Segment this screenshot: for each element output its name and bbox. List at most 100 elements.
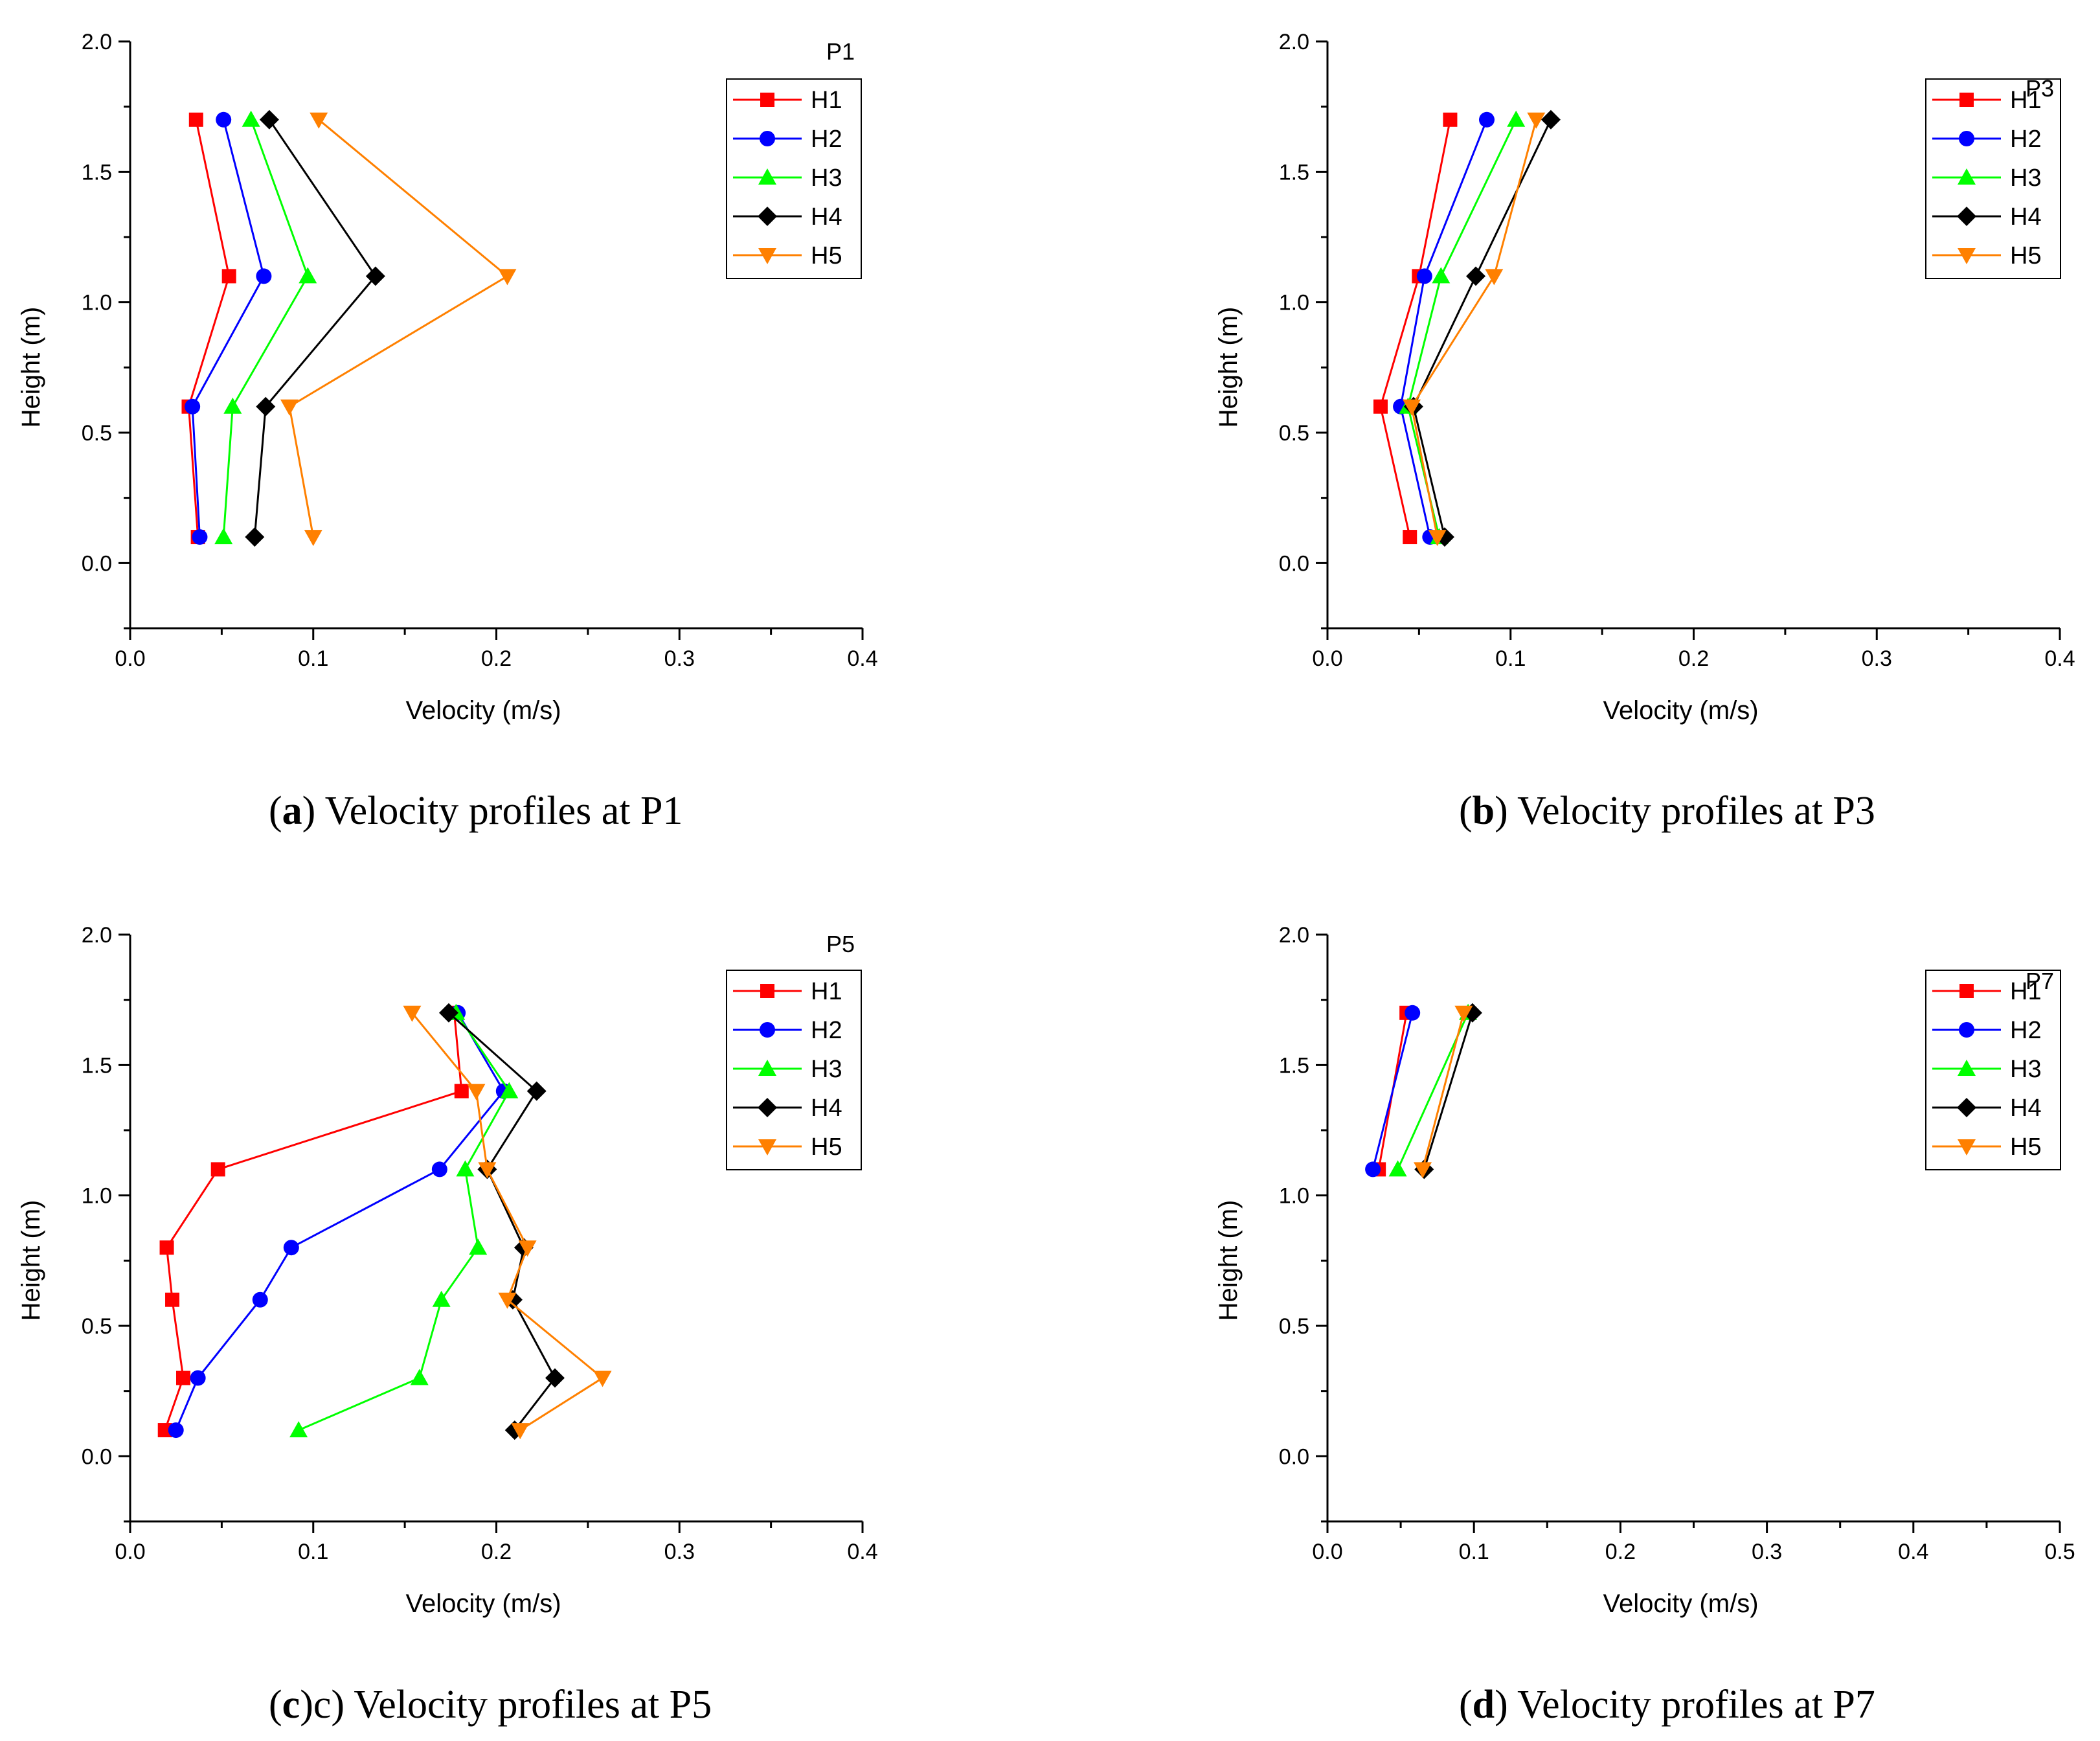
data-point-h3 (242, 110, 260, 127)
series-line-h1 (1379, 119, 1451, 538)
caption-paren: ( (1459, 1683, 1473, 1727)
legend-label-h4: H4 (2010, 203, 2042, 231)
caption-letter: c (282, 1683, 300, 1727)
x-axis-label: Velocity (m/s) (1603, 696, 1758, 725)
panel-caption: (d) Velocity profiles at P7 (1459, 1683, 1875, 1727)
chart-panel-p5: 0.0 0.1 0.2 0.3 0.4 0.0 0.5 1.0 1.5 2.0 Velocity (… (17, 923, 878, 1727)
y-tick-label: 1.0 (82, 291, 112, 315)
data-point-h2 (192, 529, 208, 545)
y-tick-label: 0.5 (82, 1314, 112, 1339)
data-point-h5 (403, 1005, 422, 1022)
legend-title: P3 (2026, 75, 2054, 102)
x-tick-label: 0.0 (1312, 646, 1342, 671)
data-point-h5 (1527, 112, 1546, 129)
y-tick-label: 1.5 (82, 1053, 112, 1078)
y-tick-label: 0.5 (1279, 421, 1309, 446)
caption-paren: ) (1495, 1683, 1508, 1727)
x-tick-label: 0.1 (298, 1540, 328, 1564)
data-point-h4 (245, 527, 265, 547)
data-point-h2 (283, 1240, 299, 1256)
data-point-h4 (1466, 266, 1486, 286)
data-point-h1 (159, 1240, 174, 1255)
data-point-h3 (410, 1369, 429, 1385)
x-tick-label: 0.2 (1678, 646, 1709, 671)
caption-paren: ( (269, 789, 282, 833)
data-point-h4 (259, 109, 279, 130)
x-tick-label: 0.3 (664, 1540, 695, 1564)
legend-title: P7 (2026, 968, 2054, 994)
x-tick-label: 0.1 (298, 646, 328, 671)
panel-caption: (b) Velocity profiles at P3 (1459, 789, 1875, 833)
x-tick-label: 0.0 (1312, 1540, 1342, 1564)
data-point-h5 (1414, 1162, 1432, 1179)
x-tick-label: 0.4 (2044, 646, 2075, 671)
data-point-h2 (1405, 1005, 1421, 1021)
legend-title: P1 (826, 38, 855, 65)
data-point-h5 (304, 530, 322, 547)
legend-label-h1: H1 (2010, 87, 2042, 114)
y-axis-label: Height (m) (1214, 307, 1243, 428)
y-axis-label: Height (m) (17, 307, 45, 428)
series-line-h5 (1421, 1012, 1465, 1170)
y-tick-label: 0.0 (82, 551, 112, 576)
caption-text: c) Velocity profiles at P5 (313, 1683, 712, 1727)
data-point-h3 (1388, 1160, 1407, 1177)
legend-label-h4: H4 (811, 1095, 842, 1122)
x-tick-label: 0.4 (1898, 1540, 1928, 1564)
panel-caption: (a) Velocity profiles at P1 (269, 789, 683, 833)
series-line-h4 (253, 119, 377, 538)
series-line-h1 (164, 1012, 463, 1431)
x-tick-label: 0.2 (481, 1540, 512, 1564)
series-line-h2 (1399, 119, 1488, 538)
x-tick-label: 0.3 (1862, 646, 1892, 671)
data-point-h4 (526, 1081, 547, 1101)
legend-label-h4: H4 (2010, 1095, 2042, 1122)
legend-label-h2: H2 (811, 126, 842, 153)
y-tick-label: 0.5 (82, 421, 112, 446)
series-line-h2 (191, 119, 265, 538)
legend-marker-h2 (1959, 131, 1974, 146)
data-point-h5 (310, 112, 328, 129)
data-point-h5 (280, 399, 299, 416)
legend-marker-h5 (758, 1139, 776, 1155)
legend-marker-h1 (1959, 93, 1974, 107)
legend-label-h2: H2 (811, 1017, 842, 1044)
legend-box (726, 970, 862, 1170)
y-tick-label: 1.0 (82, 1184, 112, 1209)
y-tick-label: 2.0 (1279, 923, 1309, 948)
data-point-h3 (214, 528, 233, 545)
y-tick-label: 2.0 (82, 30, 112, 54)
data-point-h1 (454, 1084, 469, 1098)
y-tick-label: 1.0 (1279, 1184, 1309, 1209)
legend-label-h3: H3 (2010, 165, 2042, 192)
x-tick-label: 0.3 (1752, 1540, 1782, 1564)
data-point-h3 (1432, 267, 1451, 284)
data-point-h5 (498, 269, 517, 286)
data-point-h5 (511, 1423, 530, 1440)
data-point-h4 (545, 1368, 565, 1388)
series-line-h5 (1410, 119, 1537, 538)
y-tick-label: 2.0 (82, 923, 112, 948)
data-point-h5 (1428, 530, 1447, 547)
data-point-h5 (518, 1240, 537, 1257)
legend-marker-h3 (1958, 1060, 1976, 1076)
series-line-h4 (1423, 1012, 1474, 1170)
data-point-h2 (256, 268, 272, 284)
data-point-h2 (190, 1370, 206, 1386)
legend-label-h5: H5 (811, 242, 842, 269)
data-point-h4 (256, 396, 276, 416)
legend-marker-h1 (760, 984, 774, 998)
data-point-h4 (1541, 109, 1561, 130)
caption-text: Velocity profiles at P7 (1508, 1683, 1875, 1727)
data-point-h5 (498, 1292, 517, 1309)
y-axis-label: Height (m) (17, 1200, 45, 1321)
data-point-h5 (1454, 1005, 1473, 1022)
x-tick-label: 0.4 (847, 646, 877, 671)
y-tick-label: 1.5 (1279, 160, 1309, 185)
legend-marker-h3 (758, 1060, 776, 1076)
legend-marker-h5 (758, 248, 776, 264)
data-point-h4 (438, 1003, 458, 1023)
legend-marker-h4 (758, 1098, 777, 1117)
data-point-h1 (165, 1292, 180, 1307)
